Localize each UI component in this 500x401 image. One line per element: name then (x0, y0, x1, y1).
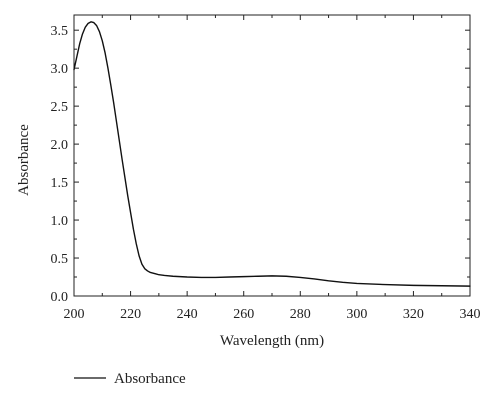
plot-area-border (73, 14, 471, 297)
plot-frame (73, 14, 471, 297)
y-axis-title: Absorbance (16, 124, 32, 196)
x-tick-label: 260 (233, 307, 254, 322)
x-tick-label: 280 (290, 307, 311, 322)
series-lines (73, 21, 471, 287)
y-tick-label: 3.0 (51, 62, 69, 77)
x-tick-label: 240 (177, 307, 198, 322)
legend-label-absorbance: Absorbance (114, 371, 186, 387)
x-tick-label: 220 (120, 307, 141, 322)
y-tick-label: 1.5 (51, 176, 69, 191)
series-line-absorbance (73, 21, 471, 287)
y-tick-label: 0.0 (51, 290, 69, 305)
y-tick-label: 2.5 (51, 100, 69, 115)
x-axis-tick-labels: 200 220 240 260 280 300 320 340 (64, 307, 481, 322)
legend: Absorbance (74, 371, 186, 387)
y-tick-label: 0.5 (51, 252, 69, 267)
y-tick-label: 3.5 (51, 24, 69, 39)
x-tick-label: 200 (64, 307, 85, 322)
x-tick-label: 300 (346, 307, 367, 322)
x-tick-label: 320 (403, 307, 424, 322)
x-tick-label: 340 (460, 307, 481, 322)
x-axis-ticks (73, 15, 471, 296)
y-axis-tick-labels: 0.0 0.5 1.0 1.5 2.0 2.5 3.0 3.5 (51, 24, 69, 305)
x-axis-title: Wavelength (nm) (220, 333, 324, 349)
y-axis-ticks (74, 29, 470, 297)
y-tick-label: 2.0 (51, 138, 69, 153)
y-tick-label: 1.0 (51, 214, 69, 229)
